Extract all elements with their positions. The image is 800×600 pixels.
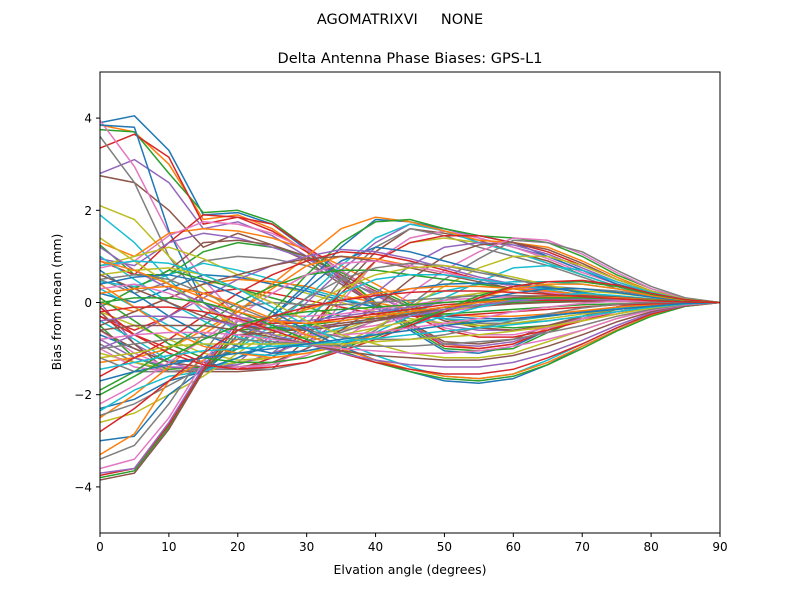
series-line-76 <box>100 301 720 361</box>
x-tick-label: 30 <box>299 540 314 554</box>
series-line-82 <box>100 260 720 324</box>
y-axis: −4 −2 0 2 4 <box>74 112 100 494</box>
y-tick-label: 4 <box>84 112 92 126</box>
series-line-55 <box>100 298 720 474</box>
series-lines <box>100 115 720 481</box>
series-line-67 <box>100 283 720 336</box>
x-tick-label: 90 <box>712 540 727 554</box>
y-tick-label: −4 <box>74 480 92 494</box>
series-line-78 <box>100 301 720 350</box>
chart-title: Delta Antenna Phase Biases: GPS-L1 <box>278 51 543 67</box>
figure-suptitle: AGOMATRIXVI NONE <box>317 12 483 28</box>
x-axis: 0 10 20 30 40 50 60 70 80 90 <box>96 533 728 554</box>
series-line-64 <box>100 279 720 371</box>
y-axis-label: Bias from mean (mm) <box>49 234 64 371</box>
x-tick-label: 70 <box>575 540 590 554</box>
series-line-66 <box>100 274 720 331</box>
series-line-74 <box>100 301 720 375</box>
y-tick-label: −2 <box>74 388 92 402</box>
series-line-79 <box>100 301 720 359</box>
x-tick-label: 80 <box>643 540 658 554</box>
x-tick-label: 20 <box>230 540 245 554</box>
series-line-81 <box>100 301 720 382</box>
y-tick-label: 0 <box>84 296 92 310</box>
x-tick-label: 0 <box>96 540 104 554</box>
y-tick-label: 2 <box>84 204 92 218</box>
series-line-73 <box>100 297 720 382</box>
series-line-32 <box>100 216 720 364</box>
series-line-75 <box>100 301 720 368</box>
x-tick-label: 50 <box>437 540 452 554</box>
series-line-77 <box>100 301 720 354</box>
x-tick-label: 60 <box>506 540 521 554</box>
x-tick-label: 40 <box>368 540 383 554</box>
series-line-84 <box>100 290 720 433</box>
series-line-80 <box>100 301 720 371</box>
x-axis-label: Elvation angle (degrees) <box>333 562 486 577</box>
x-tick-label: 10 <box>161 540 176 554</box>
